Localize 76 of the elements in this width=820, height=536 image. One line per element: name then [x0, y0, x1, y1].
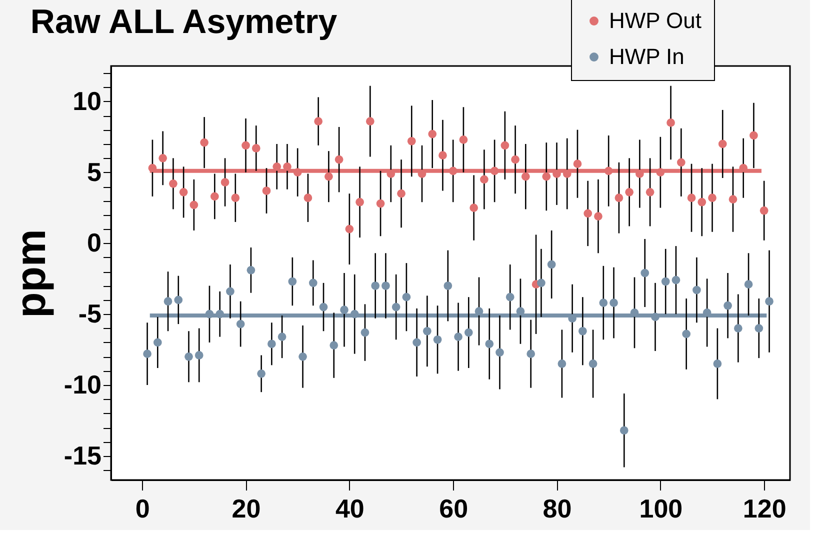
point — [334, 155, 344, 164]
point — [179, 188, 188, 196]
point — [169, 180, 178, 188]
point — [283, 162, 292, 171]
y-tick-label: -15 — [64, 440, 102, 470]
point — [728, 195, 738, 204]
point — [542, 172, 551, 181]
chart-title: Raw ALL Asymetry — [30, 3, 338, 42]
point — [708, 194, 716, 202]
point — [314, 117, 323, 126]
point — [262, 186, 271, 195]
point — [293, 168, 302, 177]
point — [573, 160, 582, 168]
point — [148, 164, 157, 172]
point — [252, 144, 260, 152]
x-tick-label: 100 — [639, 494, 683, 524]
point — [366, 117, 374, 126]
point — [231, 194, 240, 202]
point — [562, 170, 572, 178]
point — [511, 155, 520, 164]
point — [407, 136, 416, 146]
point — [324, 172, 333, 181]
point — [459, 136, 468, 144]
point — [200, 138, 208, 147]
x-tick-label: 80 — [542, 494, 572, 524]
point — [480, 175, 488, 184]
point — [687, 194, 696, 202]
legend-label: HWP In — [609, 44, 684, 69]
point — [604, 166, 613, 176]
x-tick-label: 40 — [335, 494, 364, 524]
point — [448, 166, 458, 176]
point — [210, 192, 219, 201]
point — [614, 194, 624, 202]
point — [625, 188, 634, 196]
y-tick-label: 0 — [87, 228, 102, 258]
point — [272, 162, 282, 171]
point — [739, 164, 748, 172]
legend-label: HWP Out — [609, 8, 702, 33]
y-tick-label: 5 — [87, 156, 102, 187]
y-axis-title: ppm — [6, 229, 54, 318]
point — [718, 140, 727, 148]
point — [594, 212, 602, 220]
x-tick-label: 20 — [232, 494, 261, 524]
point — [190, 200, 198, 210]
point — [158, 154, 168, 162]
point — [656, 168, 665, 177]
point — [750, 131, 758, 140]
point — [666, 118, 675, 127]
point — [345, 224, 354, 234]
point — [760, 206, 768, 215]
y-tick-label: -10 — [64, 370, 102, 400]
point — [676, 158, 686, 167]
y-tick-label: 10 — [72, 86, 102, 116]
point — [521, 172, 530, 181]
x-tick-label: 120 — [742, 494, 786, 524]
point — [428, 130, 437, 138]
point — [646, 188, 654, 196]
point — [470, 204, 478, 212]
point — [376, 199, 385, 208]
point — [438, 151, 447, 160]
point — [552, 170, 561, 178]
point — [636, 170, 644, 178]
x-tick-label: 0 — [135, 494, 150, 524]
point — [397, 189, 406, 198]
point — [500, 141, 510, 150]
point — [490, 166, 499, 176]
point — [220, 178, 230, 186]
point — [584, 209, 592, 218]
y-tick-label: -5 — [78, 298, 102, 329]
x-tick-label: 60 — [439, 494, 468, 524]
point — [242, 141, 250, 150]
point — [356, 198, 364, 206]
point — [418, 170, 426, 178]
point — [386, 170, 396, 178]
point — [698, 198, 706, 206]
point — [304, 194, 312, 202]
